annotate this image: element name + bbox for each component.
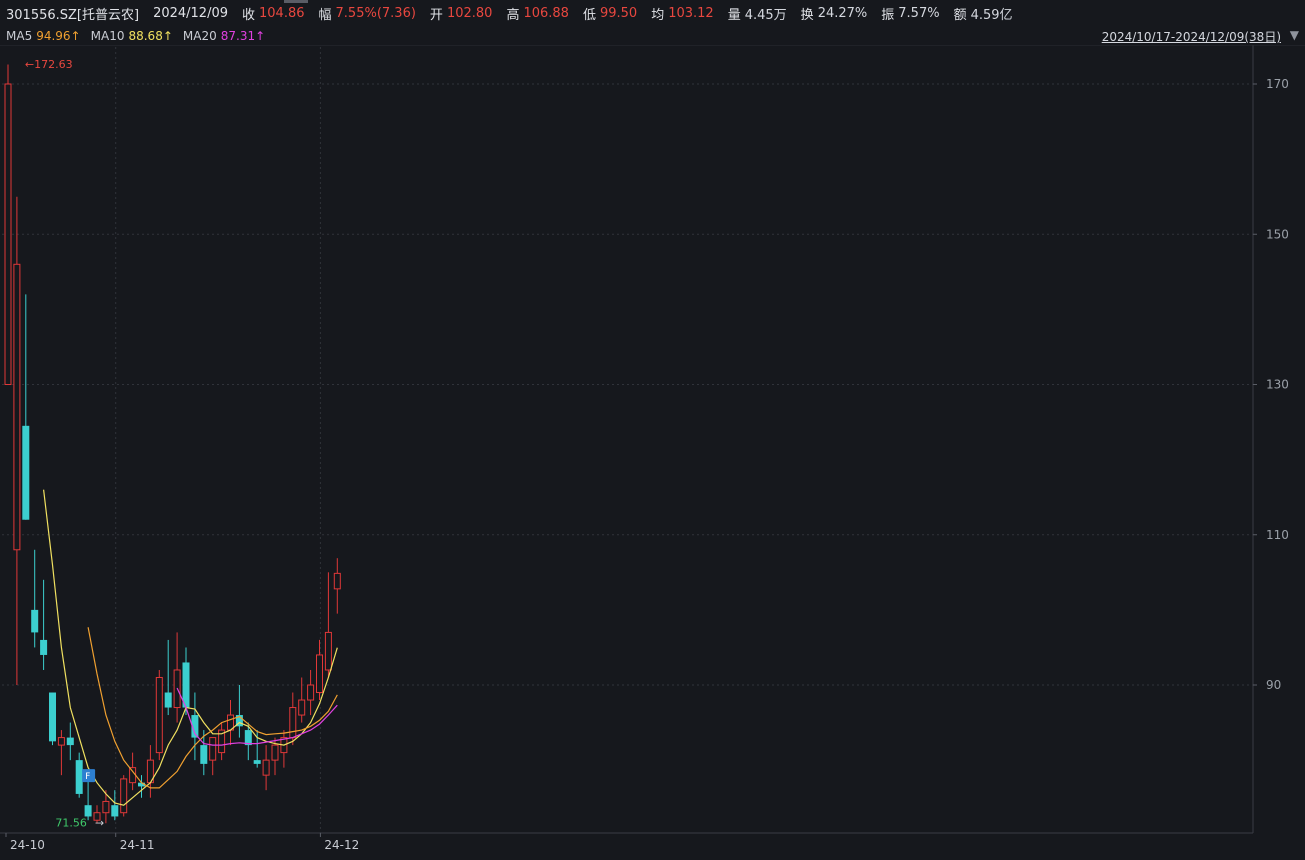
candle-body-down xyxy=(200,745,208,764)
ma20-label: MA20 xyxy=(182,28,217,43)
candle-body-down xyxy=(66,737,74,746)
candle-body-down xyxy=(138,782,145,787)
candle-body-down xyxy=(75,760,83,794)
candle-body-up xyxy=(120,778,128,814)
low-value: 99.50 xyxy=(599,5,638,21)
candle-body-up xyxy=(316,654,323,694)
tab-indicator xyxy=(284,0,308,3)
candle-body-down xyxy=(182,662,190,708)
close-value: 104.86 xyxy=(259,5,305,21)
dropdown-triangle-icon[interactable]: ▼ xyxy=(1289,28,1299,42)
candle-body-down xyxy=(40,639,48,655)
y-tick-label: 130 xyxy=(1266,378,1289,392)
avg-value: 103.12 xyxy=(668,5,714,21)
candle-body-down xyxy=(31,609,39,633)
volume-label: 量 xyxy=(727,7,741,23)
turnover-value: 24.27% xyxy=(817,5,868,21)
candle-body-up xyxy=(218,729,226,754)
candle-body-down xyxy=(235,715,243,727)
high-label: 高 xyxy=(506,7,520,23)
candle-body-up xyxy=(289,707,297,739)
candle-body-down xyxy=(49,692,56,742)
candle-body-up xyxy=(4,83,12,385)
close-label: 收 xyxy=(242,7,256,23)
volume-value: 4.45万 xyxy=(744,7,787,23)
amplitude-label: 振 xyxy=(881,7,895,23)
min-price-label: 71.56 xyxy=(55,817,87,830)
amplitude-value: 7.57% xyxy=(898,5,940,21)
ma5-label: MA5 xyxy=(6,28,33,43)
open-label: 开 xyxy=(429,7,443,23)
ma20-line xyxy=(176,687,338,746)
y-tick-label: 110 xyxy=(1266,528,1289,542)
candle-body-up xyxy=(209,737,217,761)
candle-body-up xyxy=(57,737,65,746)
y-tick-label: 170 xyxy=(1266,77,1289,91)
ma10-value: 88.68↑ xyxy=(128,28,173,43)
amount-value: 4.59亿 xyxy=(970,7,1013,23)
max-price-label: ←172.63 xyxy=(25,58,73,71)
candle-body-up xyxy=(298,699,306,716)
candle-body-down xyxy=(84,805,92,817)
low-label: 低 xyxy=(582,7,596,23)
candle-body-down xyxy=(111,805,119,817)
change-label: 幅 xyxy=(318,7,332,23)
candle-body-down xyxy=(244,730,252,746)
min-arrow-icon: → xyxy=(95,817,104,830)
x-tick-label: 24-11 xyxy=(120,838,155,852)
candle-body-up xyxy=(262,759,270,776)
candle-body-down xyxy=(253,760,261,764)
ma5-line xyxy=(43,489,338,806)
x-tick-label: 24-12 xyxy=(324,838,359,852)
open-value: 102.80 xyxy=(446,5,493,21)
candle-body-up xyxy=(93,812,101,821)
y-tick-label: 90 xyxy=(1266,678,1281,692)
change-value: 7.55%(7.36) xyxy=(335,5,416,21)
kline-chart[interactable]: 90 110 130 150 170 24-10 24-11 24-12 ←172.63 71.5… xyxy=(0,45,1305,860)
candle-body-up xyxy=(13,263,21,551)
candle-body-up xyxy=(333,572,341,590)
amount-label: 额 xyxy=(953,7,967,23)
candle-body-down xyxy=(164,692,172,708)
stock-code[interactable]: 301556.SZ[托普云农] xyxy=(6,7,140,23)
ma10-line xyxy=(87,627,338,789)
x-tick-label: 24-10 xyxy=(10,838,45,852)
ma-legend: MA5 94.96↑ MA10 88.68↑ MA20 87.31↑ xyxy=(0,26,1305,45)
ma5-value: 94.96↑ xyxy=(36,28,81,43)
ma20-value: 87.31↑ xyxy=(220,28,266,43)
candle-body-up xyxy=(271,744,279,761)
y-tick-label: 150 xyxy=(1266,227,1289,241)
f-marker-label: F xyxy=(85,772,90,782)
candle-body-up xyxy=(155,676,163,754)
quote-date: 2024/12/09 xyxy=(153,5,228,21)
ma10-label: MA10 xyxy=(90,28,125,43)
candle-body-up xyxy=(102,800,110,814)
avg-label: 均 xyxy=(651,7,665,23)
high-value: 106.88 xyxy=(523,5,569,21)
date-range-selector[interactable]: 2024/10/17-2024/12/09(38日) xyxy=(1101,30,1281,44)
f-marker-icon xyxy=(82,769,96,783)
candle-body-down xyxy=(191,715,199,738)
quote-header: 301556.SZ[托普云农] 2024/12/09 收 104.86 幅 7.55… xyxy=(0,0,1305,26)
candle-body-up xyxy=(307,684,315,701)
turnover-label: 换 xyxy=(800,7,814,23)
candle-body-down xyxy=(22,425,30,520)
candle-body-up xyxy=(129,767,137,784)
candle-body-up xyxy=(324,631,332,671)
